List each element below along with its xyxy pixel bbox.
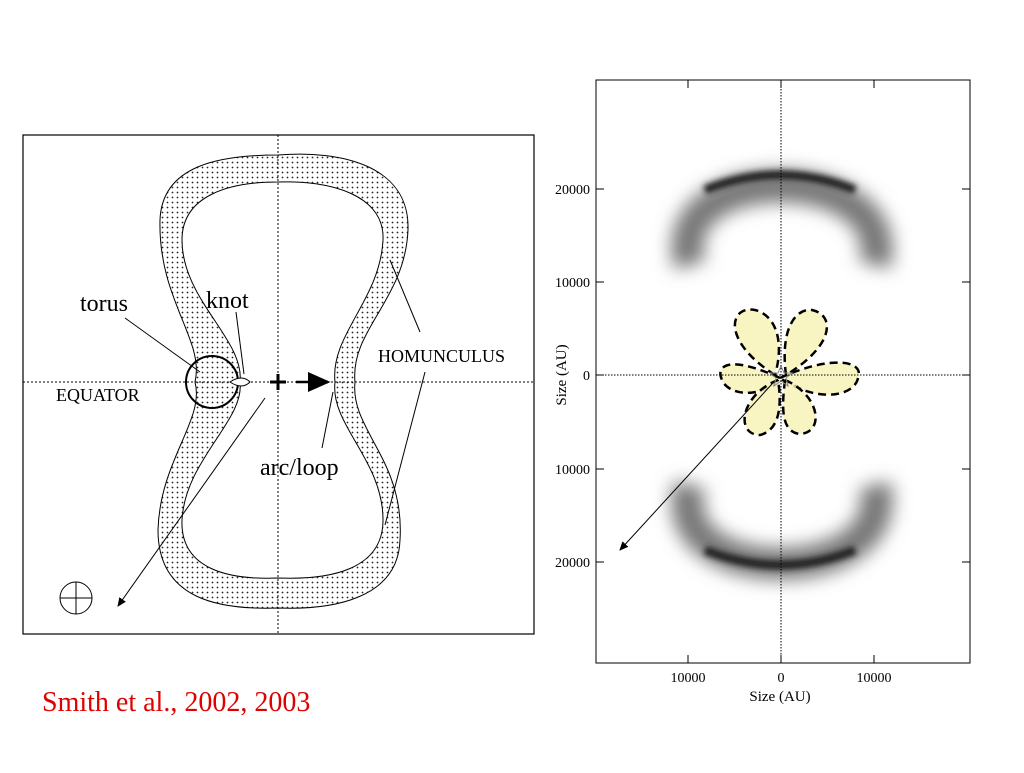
left-diagram: torus knot HOMUNCULUS EQUATOR arc/loop (22, 134, 535, 635)
label: torus (80, 291, 128, 317)
leader (321, 391, 334, 449)
label: HOMUNCULUS (378, 346, 505, 366)
leader (235, 311, 245, 375)
x-tick-label: 10000 (857, 671, 892, 686)
lobe-cores (703, 170, 857, 570)
petals (719, 308, 861, 437)
line-of-sight (619, 383, 773, 551)
y-axis-title: Size (AU) (554, 344, 570, 405)
y-tick-label: 0 (583, 369, 590, 384)
label: arc/loop (260, 455, 339, 481)
image-frame (595, 79, 971, 664)
right-image: 20000 10000 0 10000 20000 10000 0 10000 Size (… (554, 79, 971, 705)
citation: Smith et al., 2002, 2003 (42, 687, 310, 718)
x-ticks: 10000 0 10000 (671, 80, 892, 686)
star-marker (270, 374, 286, 390)
y-ticks: 20000 10000 0 10000 20000 (555, 183, 970, 571)
earth-cross (60, 582, 92, 614)
knot-shape (229, 377, 251, 387)
x-tick-label: 0 (778, 671, 785, 686)
y-tick-label: 20000 (555, 556, 590, 571)
x-axis-title: Size (AU) (749, 689, 810, 705)
line-of-sight (117, 397, 266, 607)
y-tick-label: 10000 (555, 463, 590, 478)
label: knot (206, 288, 249, 314)
leader (124, 317, 201, 373)
label: EQUATOR (56, 385, 140, 405)
leader (389, 259, 421, 333)
leader (384, 371, 426, 526)
y-tick-label: 10000 (555, 276, 590, 291)
y-tick-label: 20000 (555, 183, 590, 198)
x-tick-label: 10000 (671, 671, 706, 686)
